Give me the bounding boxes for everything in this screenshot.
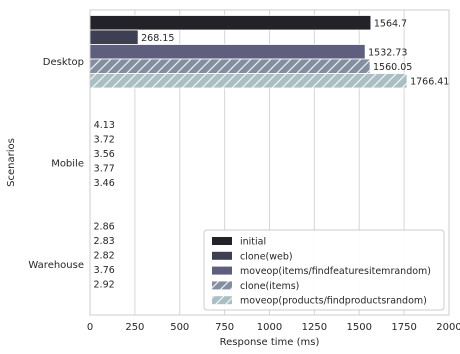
bars	[89, 15, 408, 292]
value-label: 2.83	[94, 236, 115, 247]
bar	[89, 15, 372, 31]
category-labels: Desktop Mobile Warehouse	[28, 57, 84, 271]
value-label: 2.86	[94, 222, 115, 233]
legend-swatch	[212, 237, 232, 245]
legend-label: clone(web)	[240, 251, 293, 262]
x-tick-label: 750	[215, 322, 234, 333]
x-tick-label: 500	[170, 322, 189, 333]
bar	[89, 44, 366, 60]
value-label: 2.82	[94, 251, 115, 262]
legend-swatch-hatch	[212, 281, 232, 290]
category-label: Mobile	[51, 159, 84, 170]
legend-label: initial	[240, 237, 266, 248]
bar-hatch	[90, 59, 371, 74]
legend-swatch	[212, 251, 232, 260]
legend-swatch	[212, 266, 232, 275]
x-tick-label: 1750	[391, 322, 416, 333]
legend: initial clone(web) moveop(items/findfeatur…	[203, 229, 445, 311]
x-tick-label: 1500	[347, 322, 372, 333]
x-tick-label: 1000	[257, 322, 282, 333]
x-tick-label: 2000	[436, 322, 460, 333]
value-label: 1766.41	[410, 76, 449, 87]
x-tick-label: 1250	[302, 322, 327, 333]
category-label: Warehouse	[28, 260, 84, 271]
legend-label: clone(items)	[240, 281, 299, 292]
x-tick-labels: 0 250 500 750 1000 1250 1500 1750 2000	[87, 322, 460, 333]
category-label: Desktop	[43, 57, 84, 68]
value-label: 1532.73	[368, 47, 407, 58]
value-label: 3.46	[94, 178, 115, 189]
value-label: 1564.7	[374, 18, 407, 29]
bar	[89, 29, 139, 45]
value-label: 2.92	[94, 280, 115, 291]
plot-frame	[89, 9, 450, 316]
y-axis-label: Scenarios	[6, 138, 17, 187]
value-labels: 1564.7 268.15 1532.73 1560.05 1766.41 4.13 3.7…	[94, 18, 450, 290]
legend-label: moveop(products/findproductsrandom)	[240, 296, 427, 307]
value-label: 3.72	[94, 134, 115, 145]
value-label: 3.76	[94, 265, 115, 276]
value-label: 3.56	[94, 149, 115, 160]
value-label: 3.77	[94, 163, 115, 174]
legend-label: moveop(items/findfeaturesitemrandom)	[240, 266, 431, 277]
value-label: 1560.05	[373, 62, 412, 73]
legend-swatch-hatch	[212, 296, 232, 305]
value-label: 268.15	[141, 33, 174, 44]
value-label: 4.13	[94, 120, 115, 131]
x-tick-label: 250	[125, 322, 144, 333]
bar-hatch	[90, 73, 408, 88]
x-tick-label: 0	[87, 322, 93, 333]
x-axis-label: Response time (ms)	[220, 337, 320, 348]
legend-frame	[203, 229, 445, 311]
